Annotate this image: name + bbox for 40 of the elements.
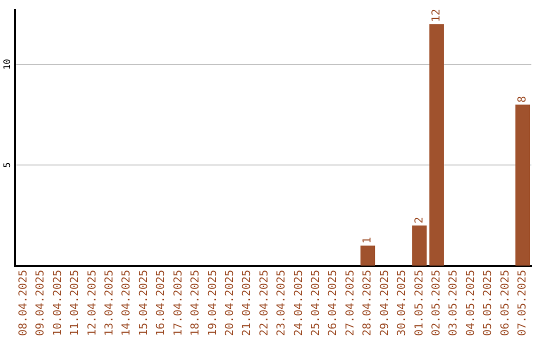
x-tick-label: 30.04.2025 — [395, 270, 408, 336]
x-tick-label: 06.05.2025 — [498, 270, 512, 336]
x-tick-label: 11.04.2025 — [68, 270, 82, 336]
x-tick-label: 04.05.2025 — [464, 270, 477, 336]
x-tick-label: 09.04.2025 — [34, 270, 47, 336]
x-tick-label: 20.04.2025 — [222, 270, 236, 336]
y-tick-label: 5 — [2, 162, 13, 168]
x-tick-label: 12.04.2025 — [85, 270, 98, 336]
x-tick-label: 10.04.2025 — [50, 270, 64, 336]
x-tick-label: 13.04.2025 — [102, 270, 116, 336]
x-tick-label: 24.04.2025 — [292, 270, 305, 336]
x-tick-label: 02.05.2025 — [429, 270, 442, 336]
bar — [360, 246, 376, 266]
data-label: 2 — [412, 216, 426, 224]
x-tick-label: 23.04.2025 — [274, 270, 288, 336]
data-label: 1 — [360, 237, 374, 244]
y-tick-label: 10 — [2, 58, 13, 70]
data-label: 8 — [516, 96, 529, 103]
x-tick-label: 22.04.2025 — [257, 270, 270, 336]
x-tick-label: 18.04.2025 — [188, 270, 202, 336]
bar — [515, 104, 530, 266]
x-tick-label: 27.04.2025 — [343, 270, 356, 336]
x-tick-label: 28.04.2025 — [360, 270, 374, 336]
x-tick-label: 25.04.2025 — [309, 270, 322, 336]
bar — [412, 225, 427, 266]
x-tick-label: 26.04.2025 — [326, 270, 340, 336]
x-tick-label: 16.04.2025 — [154, 270, 168, 336]
x-tick-label: 07.05.2025 — [516, 270, 529, 336]
x-tick-label: 14.04.2025 — [120, 270, 133, 336]
x-tick-label: 05.05.2025 — [481, 270, 494, 336]
x-tick-label: 08.04.2025 — [16, 270, 30, 336]
x-tick-label: 15.04.2025 — [136, 270, 150, 336]
x-tick-label: 19.04.2025 — [206, 270, 219, 336]
x-tick-label: 17.04.2025 — [171, 270, 184, 336]
x-tick-label: 01.05.2025 — [412, 270, 426, 336]
x-tick-label: 21.04.2025 — [240, 270, 254, 336]
x-tick-label: 29.04.2025 — [378, 270, 391, 336]
bar — [429, 24, 444, 266]
x-tick-label: 03.05.2025 — [446, 270, 460, 336]
data-label: 12 — [429, 8, 442, 22]
